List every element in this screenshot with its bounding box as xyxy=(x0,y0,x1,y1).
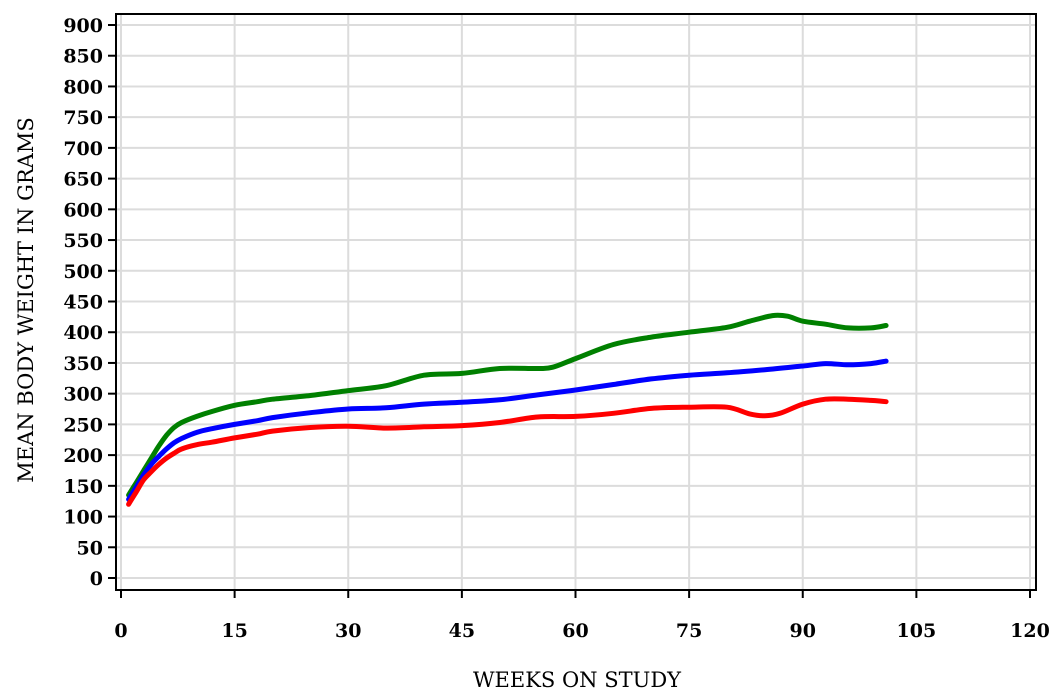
y-tick-label: 900 xyxy=(63,15,103,37)
y-tick-label: 450 xyxy=(63,292,103,314)
y-tick-label: 200 xyxy=(63,445,103,467)
series-line-red xyxy=(126,396,889,507)
y-tick-label: 400 xyxy=(63,322,103,344)
x-tick-label: 90 xyxy=(790,620,816,642)
x-tick-label: 15 xyxy=(221,620,247,642)
x-tick-label: 60 xyxy=(562,620,588,642)
y-tick-label: 650 xyxy=(63,169,103,191)
y-tick-label: 750 xyxy=(63,107,103,129)
y-tick-label: 300 xyxy=(63,384,103,406)
x-tick-label: 120 xyxy=(1010,620,1050,642)
y-axis-title: MEAN BODY WEIGHT IN GRAMS xyxy=(14,117,38,482)
y-tick-label: 550 xyxy=(63,230,103,252)
x-tick-label: 105 xyxy=(897,620,937,642)
x-tick-label: 0 xyxy=(114,620,127,642)
x-tick-label: 30 xyxy=(335,620,361,642)
x-axis: 0 15 30 45 60 75 90 105 120 xyxy=(114,590,1050,642)
y-axis: 0 50 100 150 200 250 300 350 400 450 500 550 600 650 7… xyxy=(63,15,116,590)
gridlines xyxy=(117,15,1035,589)
y-tick-label: 500 xyxy=(63,261,103,283)
x-tick-label: 45 xyxy=(449,620,475,642)
y-tick-label: 800 xyxy=(63,76,103,98)
y-tick-label: 50 xyxy=(77,537,103,559)
y-tick-label: 0 xyxy=(90,568,103,590)
y-tick-label: 350 xyxy=(63,353,103,375)
y-tick-label: 700 xyxy=(63,138,103,160)
series-line-blue xyxy=(126,358,889,502)
y-tick-label: 100 xyxy=(63,507,103,529)
series-line-green xyxy=(126,312,889,498)
y-tick-label: 850 xyxy=(63,46,103,68)
x-axis-title: WEEKS ON STUDY xyxy=(473,668,682,690)
series-lines xyxy=(126,312,889,507)
y-tick-label: 600 xyxy=(63,199,103,221)
y-tick-label: 150 xyxy=(63,476,103,498)
x-tick-label: 75 xyxy=(676,620,702,642)
y-tick-label: 250 xyxy=(63,414,103,436)
